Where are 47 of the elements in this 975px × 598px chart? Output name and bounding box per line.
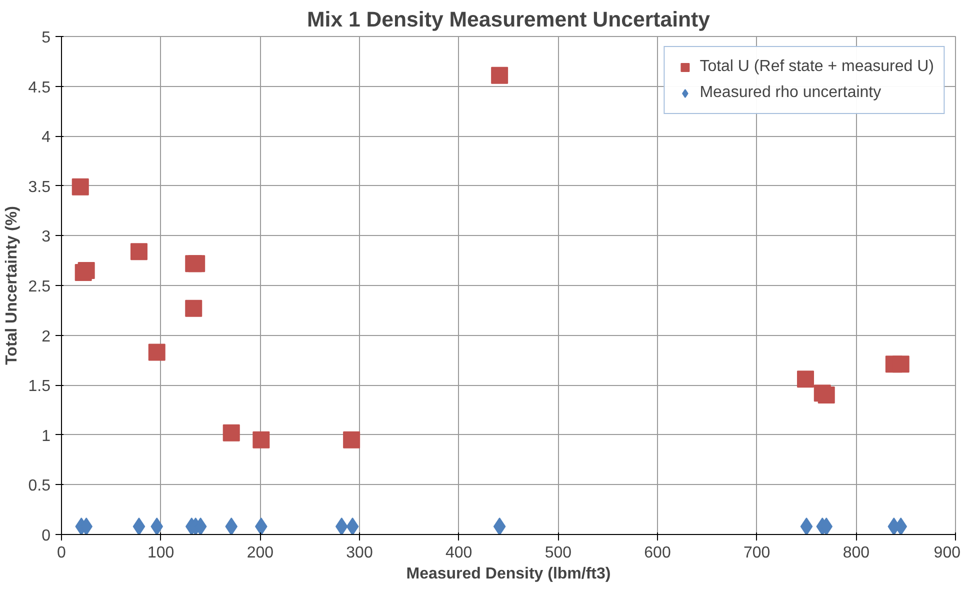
point [493,518,506,534]
point [132,518,146,534]
point [78,262,95,280]
x-tick-label: 0 [57,544,66,562]
point [892,356,910,373]
chart-title: Mix 1 Density Measurement Uncertainty [307,8,710,32]
x-tick-label: 100 [147,544,174,562]
y-tick-label: 2 [42,328,51,346]
y-tick-label: 1 [42,428,51,445]
point [72,178,89,196]
y-tick-label: 3 [42,228,51,246]
legend-label: Measured rho uncertainty [700,84,882,102]
point [346,518,359,534]
legend-label: Total U (Ref state + measured U) [700,58,934,76]
y-tick-label: 3.5 [28,178,51,196]
y-tick-label: 4 [42,129,51,146]
x-tick-label: 200 [246,544,274,562]
point [254,518,268,534]
point [130,243,148,260]
point [491,66,508,84]
x-tick-label: 400 [445,544,472,562]
point [185,300,202,317]
y-tick-label: 1.5 [28,378,51,396]
point [343,431,360,448]
y-tick-label: 0 [42,528,51,544]
x-tick-label: 600 [644,544,671,562]
point [818,386,835,404]
point [150,518,164,534]
x-tick-label: 500 [544,544,572,562]
x-tick-label: 800 [842,544,870,562]
point [225,518,238,534]
x-tick-label: 300 [346,544,373,562]
point [252,431,270,448]
point [797,370,814,388]
point [800,518,813,534]
x-tick-label: 700 [743,544,770,562]
x-tick-label: 900 [934,544,961,562]
y-tick-label: 2.5 [28,278,51,296]
point [148,344,166,361]
y-tick-label: 0.5 [28,478,51,495]
point [188,255,206,272]
x-axis-title: Measured Density (lbm/ft3) [406,566,611,582]
y-tick-label: 4.5 [28,79,51,96]
y-axis-title: Total Uncertainty (%) [3,206,20,365]
point [222,424,240,442]
y-tick-label: 5 [42,30,51,46]
point [335,518,348,534]
